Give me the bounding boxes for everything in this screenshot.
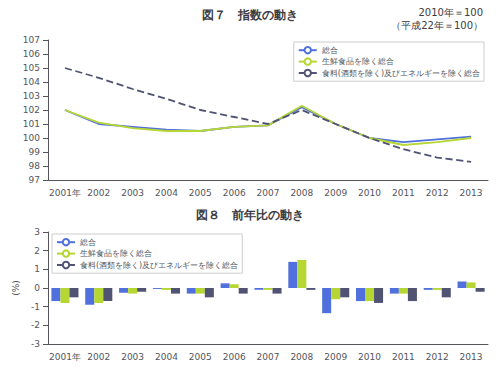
svg-text:103: 103	[23, 91, 40, 101]
svg-text:総合: 総合	[321, 46, 338, 55]
svg-text:2002: 2002	[87, 352, 110, 362]
svg-text:2006: 2006	[223, 352, 246, 362]
svg-text:98: 98	[29, 161, 41, 171]
svg-text:100: 100	[23, 133, 40, 143]
svg-text:3: 3	[34, 227, 40, 237]
svg-text:104: 104	[23, 77, 40, 87]
svg-text:図８ 前年比の動き: 図８ 前年比の動き	[196, 208, 304, 222]
svg-text:2012: 2012	[426, 352, 449, 362]
svg-text:2010: 2010	[358, 188, 381, 198]
svg-text:2011: 2011	[392, 352, 415, 362]
svg-text:2007: 2007	[257, 188, 280, 198]
svg-text:2007: 2007	[257, 352, 280, 362]
svg-text:2004: 2004	[155, 352, 178, 362]
svg-text:-2: -2	[31, 320, 40, 330]
svg-text:2: 2	[34, 246, 40, 256]
svg-text:2003: 2003	[121, 188, 144, 198]
svg-text:-1: -1	[31, 302, 40, 312]
svg-text:（平成22年＝100）: （平成22年＝100）	[391, 20, 483, 31]
svg-text:102: 102	[23, 105, 40, 115]
svg-text:2002: 2002	[87, 188, 110, 198]
svg-text:99: 99	[29, 147, 41, 157]
svg-text:1: 1	[34, 264, 40, 274]
svg-text:2011: 2011	[392, 188, 415, 198]
svg-text:2010: 2010	[358, 352, 381, 362]
svg-text:2010年＝100: 2010年＝100	[418, 7, 483, 18]
svg-text:食料(酒類を除く)及びエネルギーを除く総合: 食料(酒類を除く)及びエネルギーを除く総合	[80, 261, 238, 270]
svg-text:2005: 2005	[189, 352, 212, 362]
svg-text:101: 101	[23, 119, 40, 129]
svg-text:2008: 2008	[290, 188, 313, 198]
svg-text:106: 106	[23, 49, 40, 59]
svg-text:105: 105	[23, 63, 40, 73]
svg-text:107: 107	[23, 35, 40, 45]
svg-text:総合: 総合	[79, 238, 96, 247]
svg-text:97: 97	[29, 175, 40, 185]
svg-text:2006: 2006	[223, 188, 246, 198]
svg-text:0: 0	[34, 283, 40, 293]
svg-text:2009: 2009	[324, 352, 347, 362]
svg-text:2004: 2004	[155, 188, 178, 198]
svg-text:2005: 2005	[189, 188, 212, 198]
svg-text:生鮮食品を除く総合: 生鮮食品を除く総合	[80, 249, 152, 258]
svg-text:2009: 2009	[324, 188, 347, 198]
svg-text:2008: 2008	[290, 352, 313, 362]
svg-text:2001年: 2001年	[49, 352, 81, 362]
svg-text:2012: 2012	[426, 188, 449, 198]
svg-text:2013: 2013	[460, 352, 483, 362]
svg-text:2003: 2003	[121, 352, 144, 362]
svg-text:2001年: 2001年	[49, 188, 81, 198]
svg-text:食料(酒類を除く)及びエネルギーを除く総合: 食料(酒類を除く)及びエネルギーを除く総合	[322, 69, 480, 78]
svg-text:-3: -3	[31, 339, 40, 349]
svg-text:2013: 2013	[460, 188, 483, 198]
svg-text:生鮮食品を除く総合: 生鮮食品を除く総合	[322, 57, 394, 66]
svg-text:図７ 指数の動き: 図７ 指数の動き	[202, 8, 298, 22]
svg-text:(%): (%)	[11, 280, 21, 296]
